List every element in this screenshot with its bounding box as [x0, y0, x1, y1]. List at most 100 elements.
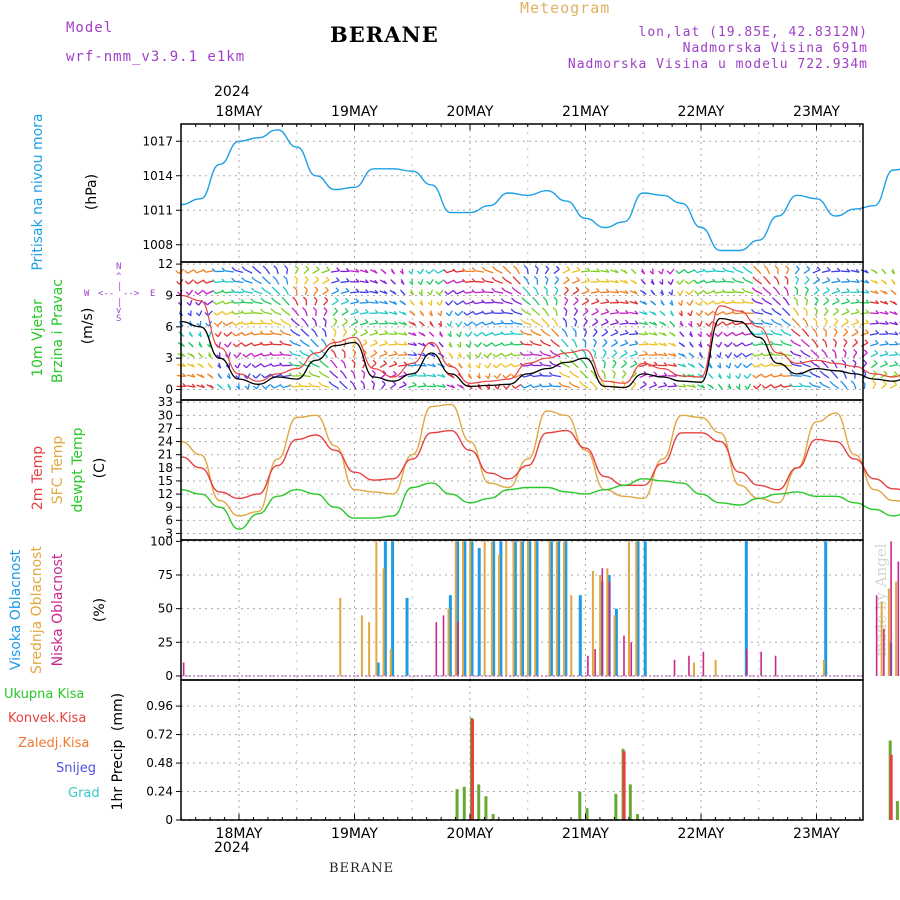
wind-arrow-head	[234, 364, 239, 369]
wind-arrow	[736, 352, 743, 358]
wind-arrow-head	[510, 308, 515, 313]
wind-arrow	[869, 322, 879, 325]
wind-arrow-head	[894, 321, 899, 326]
wind-arrow	[552, 385, 562, 388]
wind-arrow-head	[595, 307, 599, 312]
wind-arrow	[359, 301, 369, 304]
wind-arrow	[484, 280, 494, 284]
wind-arrow	[322, 289, 329, 295]
wind-arrow	[727, 352, 733, 358]
wind-arrow-head	[473, 332, 478, 337]
wind-arrow-head	[874, 349, 879, 354]
wind-arrow-head	[842, 348, 847, 353]
wind-arrow	[805, 299, 809, 306]
wind-arrow	[600, 301, 610, 305]
wind-arrow	[764, 322, 773, 326]
wind-arrow-head	[548, 371, 553, 376]
wind-arrow	[234, 311, 244, 315]
wind-arrow	[629, 333, 639, 336]
cloud-bar-low	[890, 541, 892, 676]
wind-arrow-head	[412, 332, 417, 336]
wind-arrow-head	[420, 322, 425, 327]
wind-arrow-head	[589, 380, 594, 385]
wind-arrow	[456, 300, 464, 306]
wind-arrow	[475, 270, 485, 273]
wind-arrow	[494, 290, 504, 294]
wind-arrow	[667, 353, 677, 357]
wind-arrow-head	[463, 322, 468, 327]
wind-arrow	[468, 341, 472, 348]
wind-arrow-head	[349, 380, 354, 385]
wind-arrow-head	[624, 319, 629, 324]
y-tick-label: 3	[165, 526, 173, 540]
wind-arrow	[448, 310, 453, 317]
wind-arrow-head	[856, 288, 860, 293]
wind-arrow-head	[403, 361, 408, 366]
wind-arrow	[783, 384, 793, 388]
wind-arrow	[215, 290, 225, 295]
wind-arrow-head	[582, 338, 587, 343]
day-label-bottom: 20MAY	[447, 826, 494, 842]
wind-arrow-head	[308, 382, 313, 387]
wind-arrow	[850, 311, 860, 315]
wind-arrow-head	[293, 286, 297, 291]
wind-arrow-head	[403, 341, 408, 346]
wind-arrow-head	[863, 349, 868, 354]
wind-arrow	[276, 268, 279, 275]
wind-arrow	[533, 321, 541, 327]
wind-arrow-head	[813, 317, 817, 322]
wind-arrow-head	[563, 307, 568, 312]
wind-arrow	[603, 362, 607, 369]
wind-arrow-head	[874, 339, 879, 344]
wind-arrow	[295, 279, 299, 285]
wind-arrow	[457, 310, 464, 316]
wind-arrow	[224, 270, 234, 273]
wind-arrow	[803, 341, 810, 348]
day-label-bottom: 18MAY	[216, 826, 263, 842]
wind-arrow-head	[520, 384, 525, 389]
wind-arrow-head	[402, 311, 407, 316]
wind-arrow-head	[798, 382, 803, 387]
cloud-bar-low	[760, 651, 762, 676]
wind-arrow	[793, 342, 801, 347]
wind-arrow-head	[226, 375, 231, 380]
wind-arrow	[330, 270, 340, 273]
wind-arrow-head	[269, 351, 274, 356]
wind-arrow	[735, 322, 744, 326]
wind-arrow	[699, 320, 703, 327]
wind-arrow	[254, 352, 263, 358]
wind-arrow-head	[855, 318, 860, 323]
wind-arrow	[504, 363, 513, 368]
wind-arrow	[352, 352, 357, 358]
wind-arrow-head	[383, 290, 388, 295]
wind-arrow	[670, 278, 674, 285]
wind-arrow	[792, 374, 802, 377]
y-tick-label: 0.72	[146, 728, 173, 742]
wind-arrow-head	[760, 352, 765, 357]
precip-bar-conv	[622, 751, 626, 820]
wind-arrow	[439, 299, 443, 306]
wind-arrow	[735, 280, 744, 284]
wind-arrow-head	[231, 277, 236, 282]
wind-arrow-head	[715, 343, 720, 348]
wind-arrow	[513, 363, 523, 368]
wind-arrow	[765, 279, 771, 285]
wind-arrow-head	[894, 351, 899, 355]
wind-arrow-head	[633, 280, 638, 285]
wind-arrow-head	[374, 279, 379, 284]
wind-arrow-head	[474, 343, 478, 348]
wind-arrow-head	[354, 318, 359, 323]
wind-arrow	[332, 310, 339, 317]
wind-arrow-head	[519, 340, 524, 345]
wind-arrow	[302, 352, 311, 358]
wind-arrow-head	[802, 317, 807, 322]
wind-arrow-head	[780, 339, 785, 344]
precip-bar-rain	[455, 789, 459, 820]
wind-arrow-head	[586, 277, 591, 282]
wind-arrow-head	[884, 310, 889, 315]
wind-arrow	[715, 290, 725, 294]
wind-arrow-head	[772, 286, 777, 291]
cloud-bar-mid	[454, 541, 457, 676]
wind-arrow-head	[383, 350, 388, 355]
wind-arrow-head	[865, 319, 870, 324]
